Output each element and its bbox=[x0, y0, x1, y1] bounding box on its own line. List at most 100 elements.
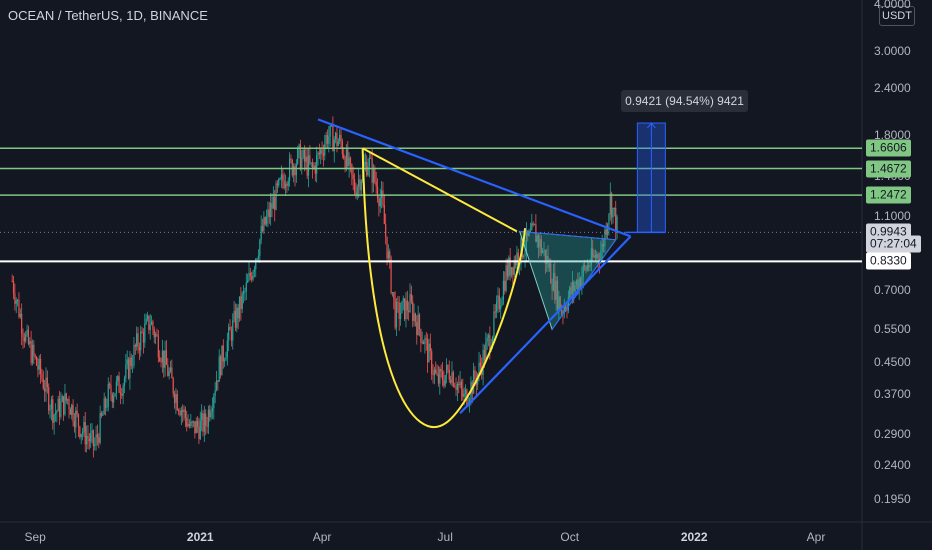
candle-body bbox=[119, 392, 122, 395]
candle-body bbox=[303, 149, 306, 162]
candle-body bbox=[298, 144, 300, 149]
candle-body bbox=[459, 381, 461, 385]
candle-body bbox=[272, 197, 274, 209]
candle-body bbox=[264, 217, 266, 225]
candle-body bbox=[67, 399, 69, 401]
candle-body bbox=[182, 410, 184, 412]
candle-body bbox=[199, 420, 201, 440]
trendline-ascending bbox=[459, 235, 632, 414]
candle-body bbox=[249, 272, 251, 276]
candle-body bbox=[370, 157, 372, 159]
candle-body bbox=[333, 139, 335, 152]
candle-body bbox=[425, 338, 427, 340]
price-tick-label: 1.8000 bbox=[874, 128, 911, 142]
candle-body bbox=[508, 257, 510, 277]
candle-body bbox=[72, 404, 74, 422]
candle-body bbox=[224, 360, 226, 362]
candle-body bbox=[416, 321, 418, 335]
candle-body bbox=[376, 186, 379, 199]
candle-body bbox=[316, 155, 318, 174]
currency-button[interactable]: USDT bbox=[879, 6, 915, 26]
candle-body bbox=[191, 421, 193, 423]
candle-body bbox=[238, 296, 241, 319]
candle-body bbox=[104, 398, 107, 408]
candle-body bbox=[612, 207, 614, 218]
candle-body bbox=[294, 166, 296, 176]
candle-body bbox=[581, 276, 583, 287]
candle-body bbox=[259, 239, 261, 256]
time-tick-label: 2021 bbox=[186, 530, 214, 544]
candle-body bbox=[288, 158, 291, 181]
candle-body bbox=[260, 226, 262, 240]
candle-body bbox=[211, 408, 214, 412]
candle-body bbox=[431, 351, 433, 375]
time-tick-label: Jul bbox=[437, 530, 453, 544]
candle-body bbox=[129, 357, 131, 379]
candle-body bbox=[397, 302, 399, 304]
candle-body bbox=[569, 287, 571, 298]
candle-body bbox=[102, 414, 104, 416]
candle-body bbox=[81, 432, 84, 435]
candle-body bbox=[353, 179, 356, 193]
candle-body bbox=[184, 409, 186, 418]
candle-body bbox=[546, 255, 548, 264]
candle-body bbox=[478, 362, 480, 375]
candle-body bbox=[592, 248, 594, 258]
candle-body bbox=[536, 235, 538, 243]
candle-body bbox=[156, 334, 158, 336]
candle-body bbox=[399, 313, 402, 319]
time-tick-label: Apr bbox=[312, 530, 332, 544]
candle-body bbox=[527, 230, 529, 236]
candle-body bbox=[237, 307, 239, 319]
candle-body bbox=[22, 333, 24, 338]
candle-body bbox=[168, 371, 170, 376]
candle-body bbox=[95, 434, 97, 445]
candle-body bbox=[282, 174, 284, 181]
candle-body bbox=[84, 421, 86, 445]
candle-body bbox=[440, 368, 442, 372]
candle-body bbox=[390, 257, 392, 293]
candle-body bbox=[213, 395, 215, 409]
candle-body bbox=[60, 401, 62, 417]
candle-body bbox=[23, 337, 25, 342]
candle-body bbox=[110, 384, 112, 395]
candle-body bbox=[406, 300, 408, 311]
candle-body bbox=[140, 331, 142, 351]
candle-body bbox=[171, 367, 173, 379]
candle-body bbox=[456, 384, 458, 390]
candle-body bbox=[332, 125, 334, 152]
price-badge: 0.8330 bbox=[866, 252, 911, 270]
candle-body bbox=[375, 181, 377, 187]
candle-body bbox=[398, 302, 400, 319]
candle-body bbox=[402, 298, 404, 302]
candle-body bbox=[136, 333, 138, 347]
candle-body bbox=[344, 158, 346, 170]
candle-body bbox=[192, 421, 195, 423]
candle-body bbox=[531, 223, 533, 231]
candle-body bbox=[601, 243, 603, 252]
candle-body bbox=[236, 307, 238, 328]
candle-body bbox=[284, 183, 287, 188]
candle-body bbox=[321, 149, 323, 154]
candle-body bbox=[61, 396, 63, 402]
candle-body bbox=[83, 421, 85, 433]
candle-body bbox=[291, 160, 293, 176]
candle-body bbox=[443, 380, 445, 386]
candle-body bbox=[539, 239, 541, 248]
candle-body bbox=[280, 174, 283, 179]
candle-body bbox=[149, 324, 151, 331]
candle-body bbox=[468, 399, 471, 404]
price-tick-label: 0.4500 bbox=[874, 355, 911, 370]
candle-body bbox=[175, 394, 177, 403]
candle-body bbox=[405, 300, 407, 320]
candle-body bbox=[241, 293, 243, 309]
candle-body bbox=[155, 334, 157, 338]
candle-body bbox=[73, 421, 76, 428]
candle-body bbox=[494, 311, 496, 313]
candle-body bbox=[609, 193, 611, 215]
candle-body bbox=[575, 280, 578, 286]
candle-body bbox=[588, 265, 590, 268]
candle-body bbox=[123, 378, 126, 386]
